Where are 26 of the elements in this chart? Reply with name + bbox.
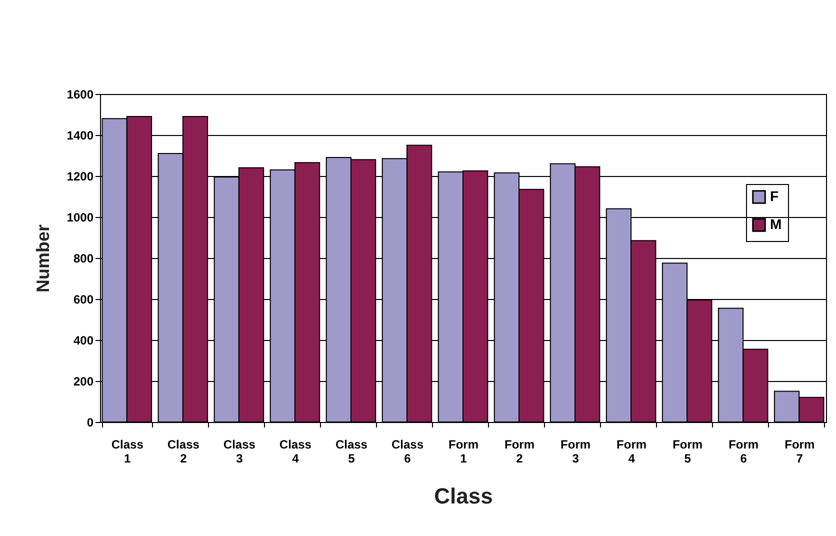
x-tick-label: Form 6: [728, 438, 759, 466]
x-tick-label: Form 2: [504, 438, 535, 466]
y-tick-label: 0: [86, 416, 94, 430]
x-tick-label: Form 1: [448, 438, 478, 466]
x-tick-label: Form 5: [672, 438, 703, 466]
y-tick-label: 400: [73, 334, 94, 348]
x-tick-label: Class 3: [223, 438, 256, 466]
y-tick-label: 600: [73, 292, 94, 306]
x-tick-label: Form 4: [616, 438, 647, 466]
y-tick-label: 1000: [66, 210, 94, 224]
x-axis-title: Class: [434, 484, 493, 508]
x-tick-label: Class 4: [279, 438, 312, 466]
legend-label: F: [770, 188, 779, 204]
y-tick-label: 1400: [66, 128, 94, 142]
x-tick-label: Form 7: [784, 438, 815, 466]
y-tick-label: 1200: [66, 170, 94, 184]
x-tick-label: Class 1: [111, 438, 144, 466]
y-axis-title: Number: [32, 224, 53, 293]
y-tick-label: 800: [73, 252, 94, 266]
x-tick-label: Form 3: [560, 438, 591, 466]
legend-label: M: [770, 216, 782, 232]
x-tick-label: Class 6: [391, 438, 424, 466]
x-tick-label: Class 5: [335, 438, 368, 466]
y-tick-label: 1600: [66, 88, 94, 102]
x-tick-label: Class 2: [167, 438, 200, 466]
y-tick-label: 200: [73, 374, 94, 388]
